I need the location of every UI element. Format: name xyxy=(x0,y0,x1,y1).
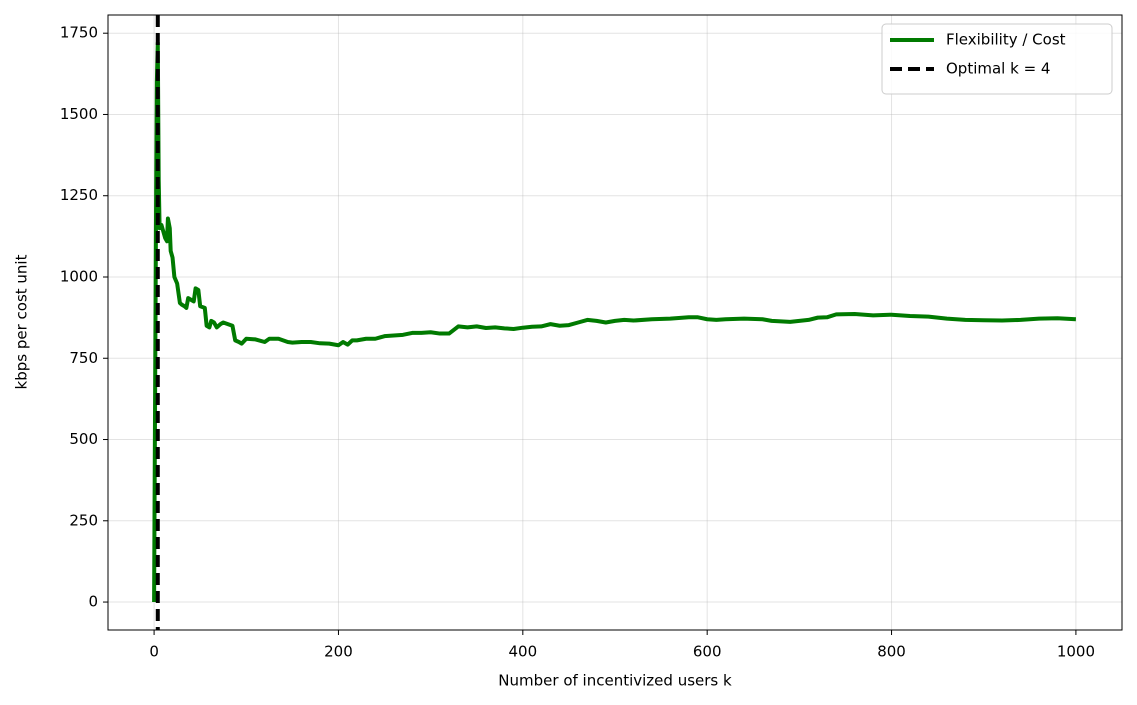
legend-box xyxy=(881,23,1113,95)
y-tick-label: 1250 xyxy=(60,186,98,204)
x-tick-label: 0 xyxy=(149,643,159,661)
data-line xyxy=(152,40,1077,603)
y-tick-label: 250 xyxy=(69,511,98,529)
x-tick-label: 1000 xyxy=(1057,643,1095,661)
y-axis-label: kbps per cost unit xyxy=(13,254,31,389)
x-axis-label: Number of incentivized users k xyxy=(498,672,732,690)
x-tick-label: 800 xyxy=(877,643,906,661)
legend-label: Flexibility / Cost xyxy=(946,31,1066,49)
legend-label: Optimal k = 4 xyxy=(946,60,1050,78)
plot-frame xyxy=(107,14,1123,631)
x-tick-label: 400 xyxy=(508,643,537,661)
y-tick-label: 1750 xyxy=(60,24,98,42)
y-tick-label: 750 xyxy=(69,349,98,367)
y-tick-label: 500 xyxy=(69,430,98,448)
y-tick-label: 1500 xyxy=(60,105,98,123)
y-tick-label: 1000 xyxy=(60,267,98,285)
y-tick-label: 0 xyxy=(88,593,98,611)
x-tick-label: 200 xyxy=(324,643,353,661)
x-tick-label: 600 xyxy=(693,643,722,661)
